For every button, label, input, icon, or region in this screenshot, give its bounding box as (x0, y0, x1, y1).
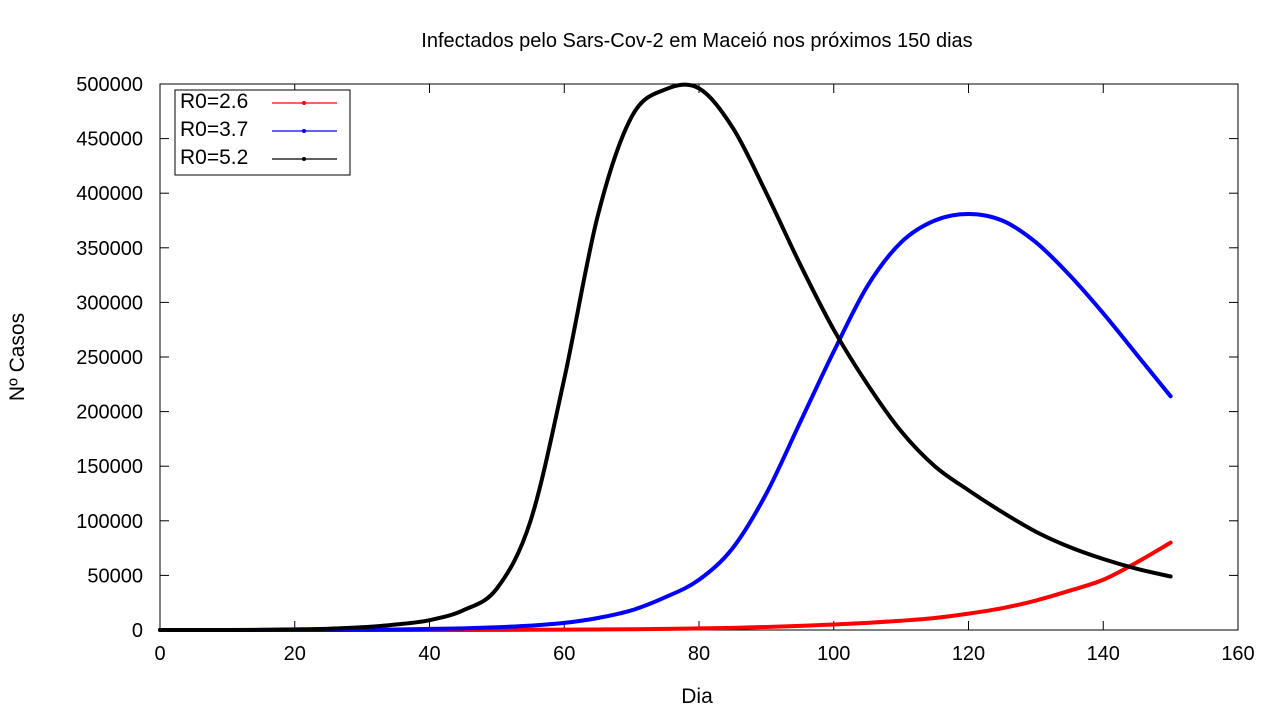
series-line-3 (158, 82, 1173, 633)
y-tick-label: 100000 (76, 511, 143, 533)
x-tick-label: 160 (1221, 643, 1254, 665)
x-axis-label: Dia (681, 685, 713, 708)
legend-swatch-marker (302, 101, 306, 105)
y-tick-label: 0 (132, 620, 143, 642)
legend-entry: R0=3.7 (180, 118, 337, 141)
y-tick-label: 300000 (76, 292, 143, 314)
legend-swatch-marker (302, 157, 306, 161)
x-tick-label: 60 (553, 643, 575, 665)
series-lines (158, 82, 1173, 633)
legend-label: R0=3.7 (180, 118, 248, 141)
legend-entry: R0=2.6 (180, 90, 337, 113)
legend-entry: R0=5.2 (180, 146, 337, 169)
legend-box (174, 89, 351, 176)
y-tick-label: 200000 (76, 402, 143, 424)
y-axis-label: Nº Casos (6, 313, 29, 401)
series-line-2 (158, 211, 1173, 633)
legend-label: R0=5.2 (180, 146, 248, 169)
y-tick-label: 250000 (76, 347, 143, 369)
y-tick-label: 500000 (76, 74, 143, 96)
legend-label: R0=2.6 (180, 90, 248, 113)
x-tick-label: 80 (688, 643, 710, 665)
y-tick-label: 150000 (76, 456, 143, 478)
x-tick-label: 140 (1087, 643, 1120, 665)
y-tick-label: 50000 (87, 565, 143, 587)
chart-title: Infectados pelo Sars-Cov-2 em Maceió nos… (421, 30, 972, 52)
x-tick-label: 40 (418, 643, 440, 665)
legend: R0=2.6 R0=3.7 R0=5.2 (174, 89, 351, 176)
y-tick-label: 450000 (76, 129, 143, 151)
legend-swatch-marker (302, 129, 306, 133)
y-tick-label: 400000 (76, 183, 143, 205)
x-tick-label: 0 (154, 643, 165, 665)
series-line-1 (158, 540, 1173, 633)
axis-tick-labels: 0 20 40 60 80 100 120 140 160 0 50000 100000 150000 2… (76, 74, 1254, 665)
y-tick-label: 350000 (76, 238, 143, 260)
x-tick-label: 100 (817, 643, 850, 665)
x-tick-label: 120 (952, 643, 985, 665)
x-tick-label: 20 (284, 643, 306, 665)
